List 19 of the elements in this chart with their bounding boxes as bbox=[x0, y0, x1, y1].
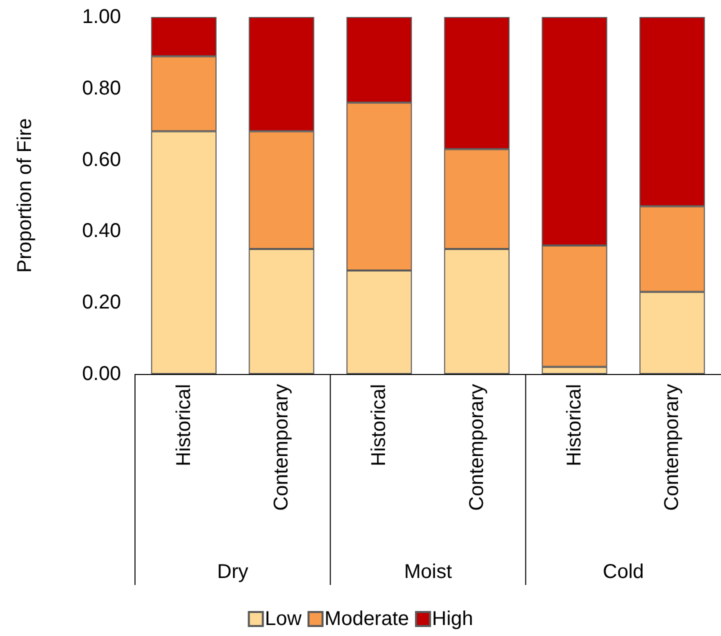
x-tick-label: Historical bbox=[368, 384, 390, 466]
x-tick-label: Historical bbox=[564, 384, 586, 466]
y-tick-label: 0.80 bbox=[82, 77, 121, 100]
y-tick-label: 0.20 bbox=[82, 292, 121, 314]
x-tick-label: Contemporary bbox=[661, 384, 684, 511]
text: Moist bbox=[404, 561, 452, 583]
y-tick-label: 0.40 bbox=[82, 220, 121, 242]
y-axis-title: Proportion of Fire bbox=[14, 118, 36, 273]
legend-label: Low bbox=[264, 608, 302, 630]
x-tick-label: Historical bbox=[172, 384, 195, 466]
text: Cold bbox=[602, 561, 644, 583]
x-tick-label: Contemporary bbox=[466, 384, 488, 511]
y-tick-label: 0.60 bbox=[82, 148, 121, 171]
x-tick-label: Contemporary bbox=[270, 384, 292, 511]
legend-label: High bbox=[432, 608, 474, 630]
text: Dry bbox=[217, 561, 248, 583]
y-tick-label: 1.00 bbox=[82, 6, 121, 28]
y-tick-label: 0.00 bbox=[82, 363, 121, 385]
legend-label: Moderate bbox=[324, 608, 410, 630]
